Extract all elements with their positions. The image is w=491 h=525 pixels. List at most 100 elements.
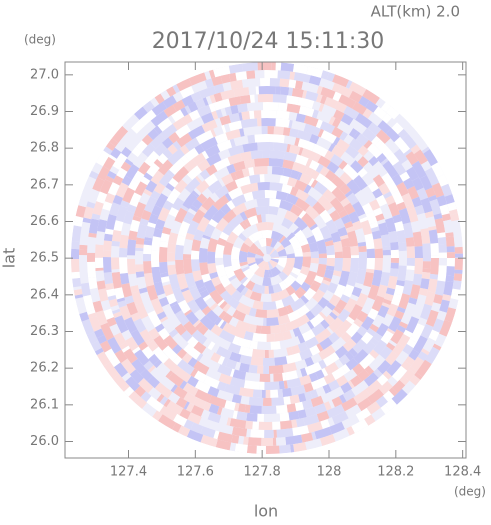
echo-cell <box>378 182 391 196</box>
echo-cell <box>266 317 279 327</box>
echo-cell <box>186 165 202 180</box>
echo-cell <box>246 412 258 422</box>
echo-cell <box>288 235 302 250</box>
echo-cell <box>174 207 188 224</box>
echo-cell <box>301 226 314 239</box>
echo-cell <box>196 193 208 205</box>
echo-cell <box>359 353 376 370</box>
echo-cell <box>334 251 343 258</box>
echo-cell <box>257 260 266 270</box>
echo-cell <box>297 409 307 419</box>
echo-cell <box>253 78 261 87</box>
echo-cell <box>86 331 99 345</box>
echo-cell <box>269 198 282 208</box>
echo-cell <box>367 112 383 127</box>
echo-cell <box>383 255 392 258</box>
echo-cell <box>215 346 232 360</box>
echo-cell <box>150 170 165 185</box>
echo-cell <box>273 429 277 438</box>
echo-cell <box>295 197 310 212</box>
echo-cell <box>170 384 178 393</box>
echo-cell <box>133 201 147 218</box>
echo-cell <box>394 221 405 232</box>
echo-cell <box>331 175 346 189</box>
echo-cell <box>315 369 325 380</box>
echo-cell <box>357 369 370 382</box>
echo-cell <box>373 339 388 355</box>
echo-cell <box>339 171 353 185</box>
echo-cell <box>289 329 296 339</box>
echo-cell <box>410 220 421 233</box>
echo-cell <box>301 212 317 229</box>
echo-cell <box>304 194 318 208</box>
echo-cell <box>126 204 137 214</box>
echo-cell <box>248 324 257 334</box>
echo-cell <box>113 332 127 346</box>
echo-cell <box>421 348 430 356</box>
echo-cell <box>178 417 188 427</box>
echo-cell <box>409 336 419 343</box>
echo-cell <box>358 96 370 108</box>
echo-cell <box>239 221 247 230</box>
echo-cell <box>426 216 436 228</box>
echo-cell <box>247 134 256 144</box>
echo-cell <box>194 144 205 155</box>
echo-cell <box>259 373 271 383</box>
echo-cell <box>266 237 273 247</box>
echo-cell <box>383 191 393 199</box>
echo-cell <box>150 110 169 127</box>
echo-cell <box>121 283 133 298</box>
echo-cell <box>326 258 336 267</box>
echo-cell <box>201 347 215 360</box>
echo-cell <box>73 221 83 227</box>
echo-cell <box>156 362 171 377</box>
echo-cell <box>271 62 276 71</box>
echo-cell <box>279 412 290 422</box>
echo-cell <box>182 217 192 225</box>
echo-cell <box>398 242 407 252</box>
echo-cell <box>129 192 142 207</box>
echo-cell <box>162 200 174 211</box>
echo-cell <box>146 396 164 413</box>
echo-cell <box>103 272 113 285</box>
echo-cell <box>168 232 179 245</box>
echo-cell <box>374 258 383 271</box>
echo-cell <box>322 290 335 302</box>
echo-cell <box>220 73 231 84</box>
echo-cell <box>340 294 350 304</box>
echo-cell <box>172 99 186 112</box>
echo-cell <box>344 351 355 361</box>
echo-cell <box>332 270 342 277</box>
echo-cell <box>325 265 335 271</box>
echo-cell <box>294 360 305 371</box>
echo-cell <box>293 63 309 75</box>
echo-cell <box>304 406 317 418</box>
echo-cell <box>348 128 358 138</box>
echo-cell <box>114 287 125 300</box>
echo-cell <box>133 318 147 333</box>
echo-cell <box>187 101 199 113</box>
echo-cell <box>303 184 312 194</box>
echo-cell <box>337 120 354 135</box>
echo-cell <box>344 190 353 198</box>
echo-cell <box>240 118 258 129</box>
echo-cell <box>226 163 236 174</box>
echo-cell <box>323 276 332 283</box>
echo-cell <box>205 144 221 158</box>
echo-cell <box>390 258 399 263</box>
echo-cell <box>195 130 214 145</box>
echo-cell <box>358 251 367 258</box>
echo-cell <box>328 400 335 409</box>
echo-cell <box>320 70 330 80</box>
echo-cell <box>326 72 335 82</box>
echo-cell <box>296 418 305 428</box>
echo-cell <box>320 319 330 330</box>
echo-cell <box>279 78 290 88</box>
echo-cell <box>207 386 220 398</box>
echo-cell <box>238 387 254 398</box>
echo-cell <box>229 277 242 290</box>
echo-cell <box>416 187 429 201</box>
echo-cell <box>96 191 108 204</box>
echo-cell <box>338 209 348 219</box>
echo-cell <box>299 173 313 185</box>
